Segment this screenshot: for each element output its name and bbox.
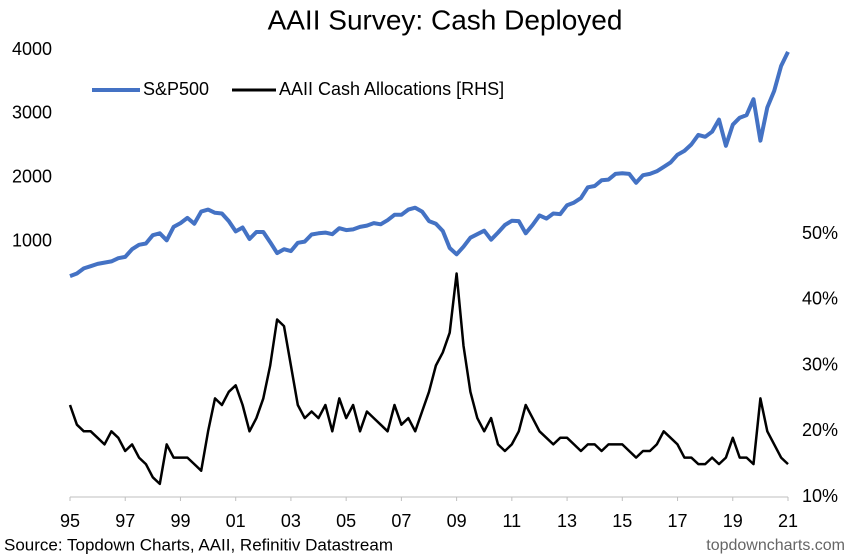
x-tick-label: 21 (778, 511, 798, 531)
y-tick-label: 1000 (12, 230, 52, 250)
x-tick-label: 13 (557, 511, 577, 531)
source-note: Source: Topdown Charts, AAII, Refinitiv … (4, 535, 393, 554)
y-tick-label: 4000 (12, 39, 52, 59)
x-tick-label: 09 (447, 511, 467, 531)
x-tick-label: 17 (668, 511, 688, 531)
y-tick-label: 2000 (12, 166, 52, 186)
chart-title: AAII Survey: Cash Deployed (268, 4, 623, 35)
x-tick-label: 99 (170, 511, 190, 531)
y-tick-label: 3000 (12, 103, 52, 123)
x-tick-label: 11 (503, 511, 522, 531)
x-tick-label: 19 (723, 511, 743, 531)
x-tick-label: 15 (612, 511, 632, 531)
y2-tick-label: 20% (802, 420, 838, 440)
y2-tick-label: 30% (802, 354, 838, 374)
legend-label: S&P500 (143, 79, 209, 99)
x-tick-label: 03 (281, 511, 301, 531)
x-tick-label: 07 (391, 511, 411, 531)
y2-tick-label: 40% (802, 289, 838, 309)
y2-tick-label: 10% (802, 486, 838, 506)
series-line (68, 272, 789, 486)
series-line (69, 51, 790, 278)
x-tick-label: 01 (226, 511, 246, 531)
x-tick-label: 95 (60, 511, 80, 531)
y2-tick-label: 50% (802, 223, 838, 243)
x-tick-label: 97 (115, 511, 135, 531)
watermark: topdowncharts.com (706, 537, 845, 554)
legend-label: AAII Cash Allocations [RHS] (279, 79, 504, 99)
x-tick-label: 05 (336, 511, 356, 531)
